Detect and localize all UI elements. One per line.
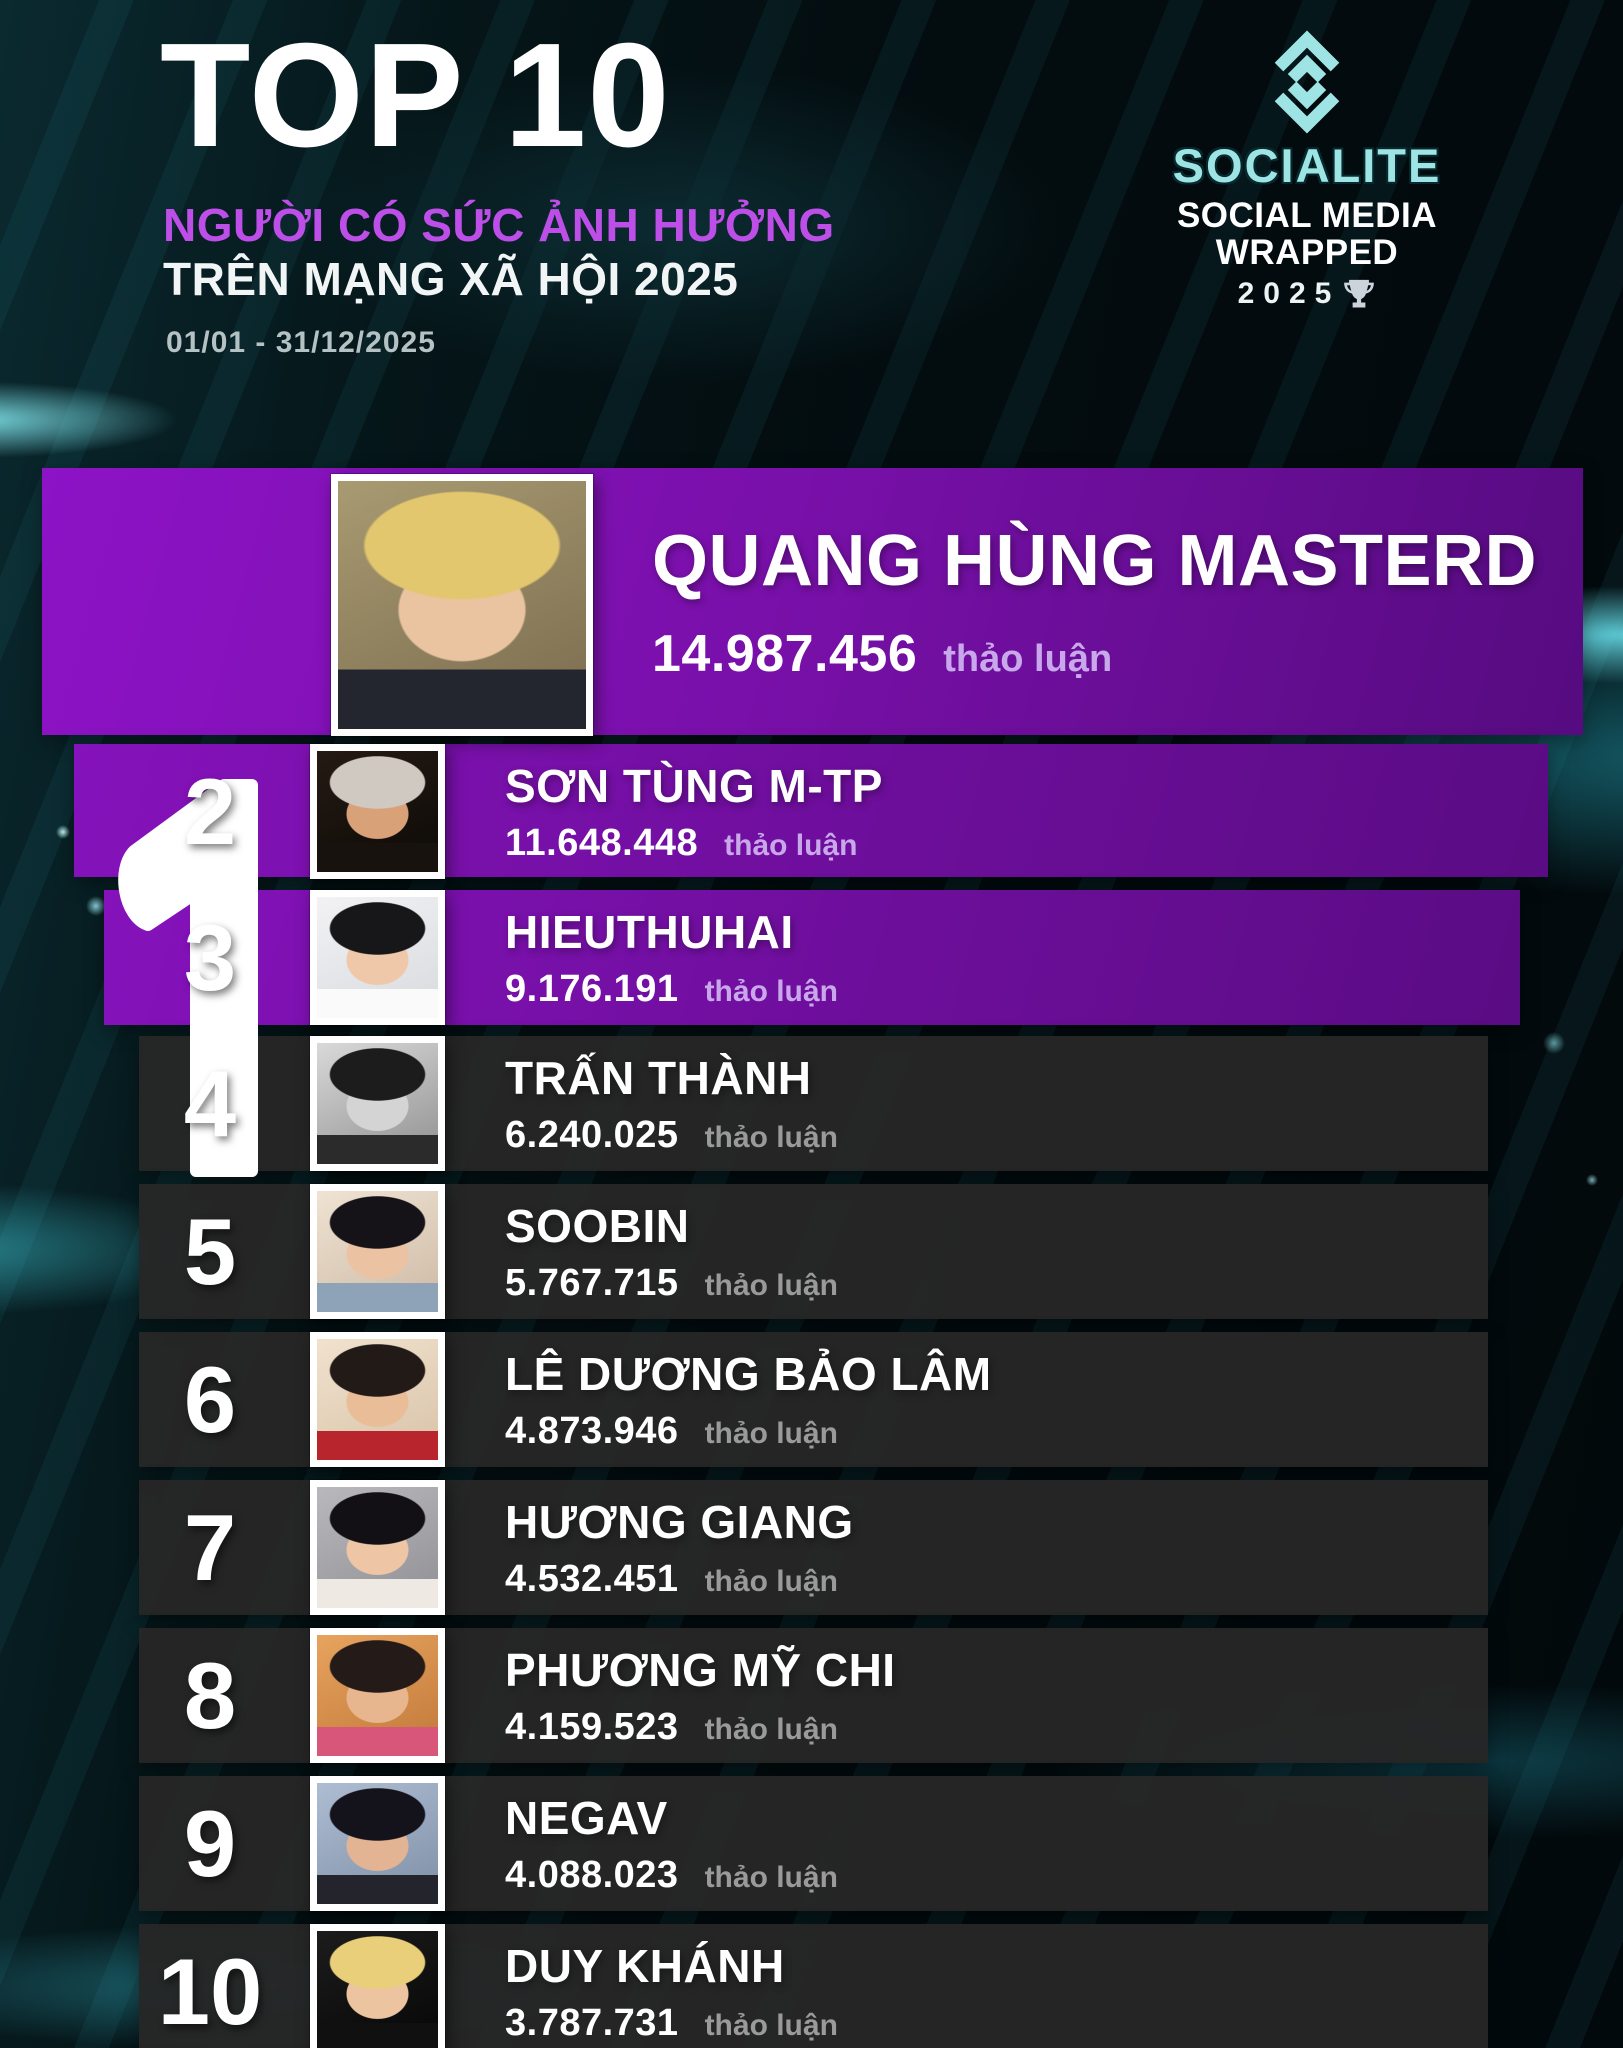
date-range: 01/01 - 31/12/2025 [166, 326, 436, 359]
discussion-stat: 4.088.023 thảo luận [505, 1854, 838, 1897]
discussion-count: 14.987.456 [652, 624, 918, 683]
brand-name: SOCIALITE [1172, 139, 1442, 192]
rank-number: 6 [183, 1346, 237, 1452]
unit-label: thảo luận [704, 974, 838, 1008]
photo-negav [310, 1776, 445, 1911]
celebrity-name: SƠN TÙNG M-TP [505, 759, 883, 812]
discussion-stat: 14.987.456 thảo luận [652, 624, 1537, 684]
celebrity-name: PHƯƠNG MỸ CHI [505, 1643, 896, 1696]
photo-le-duong-bao-lam [310, 1332, 445, 1467]
discussion-count: 4.532.451 [505, 1557, 679, 1600]
celebrity-name: HIEUTHUHAI [505, 905, 794, 958]
unit-label: thảo luận [704, 1268, 838, 1302]
celebrity-name: NEGAV [505, 1791, 668, 1844]
rank-number: 8 [183, 1642, 237, 1748]
photo-quang-hung-masterd [331, 474, 593, 736]
discussion-stat: 9.176.191 thảo luận [505, 968, 838, 1011]
unit-label: thảo luận [704, 1120, 838, 1154]
celebrity-name: QUANG HÙNG MASTERD [652, 520, 1537, 601]
discussion-stat: 5.767.715 thảo luận [505, 1262, 838, 1305]
page-title: TOP 10 [160, 13, 671, 178]
rank-number: 2 [183, 758, 237, 864]
rank-band-1 [42, 468, 1583, 735]
unit-label: thảo luận [704, 1416, 838, 1450]
ranking-entry-1: QUANG HÙNG MASTERD 14.987.456 thảo luận [0, 468, 1623, 1177]
celebrity-name: HƯƠNG GIANG [505, 1495, 854, 1548]
brand-tagline-line1: SOCIAL MEDIA [1176, 196, 1438, 235]
brand-tagline: SOCIAL MEDIA WRAPPED [1166, 197, 1448, 271]
discussion-count: 4.873.946 [505, 1409, 679, 1452]
ranking-entry-4: 4 TRẤN THÀNH 6.240.025 thảo luận [0, 1036, 1623, 1171]
trophy-icon [1344, 280, 1375, 308]
celebrity-name: TRẤN THÀNH [505, 1051, 812, 1104]
ranking-entry-10: 10 DUY KHÁNH 3.787.731 thảo luận [0, 1924, 1623, 2048]
unit-label: thảo luận [943, 637, 1113, 680]
discussion-stat: 4.532.451 thảo luận [505, 1558, 854, 1601]
celebrity-name: DUY KHÁNH [505, 1939, 785, 1992]
celebrity-name: SOOBIN [505, 1199, 690, 1252]
subtitle-highlight: NGƯỜI CÓ SỨC ẢNH HƯỞNG [163, 199, 835, 251]
photo-duy-khanh [310, 1924, 445, 2048]
rank-number: 9 [183, 1790, 237, 1896]
discussion-count: 6.240.025 [505, 1113, 679, 1156]
discussion-count: 11.648.448 [505, 821, 699, 864]
subtitle: TRÊN MẠNG XÃ HỘI 2025 [163, 253, 739, 305]
discussion-stat: 4.873.946 thảo luận [505, 1410, 992, 1453]
ranking-entry-6: 6 LÊ DƯƠNG BẢO LÂM 4.873.946 thảo luận [0, 1332, 1623, 1467]
discussion-stat: 3.787.731 thảo luận [505, 2002, 838, 2045]
unit-label: thảo luận [704, 1860, 838, 1894]
ranking-entry-8: 8 PHƯƠNG MỸ CHI 4.159.523 thảo luận [0, 1628, 1623, 1763]
discussion-count: 4.088.023 [505, 1853, 679, 1896]
rank-number: 3 [183, 904, 237, 1010]
ranking-entry-5: 5 SOOBIN 5.767.715 thảo luận [0, 1184, 1623, 1319]
brand-tagline-line2: WRAPPED [1215, 233, 1399, 273]
photo-phuong-my-chi [310, 1628, 445, 1763]
discussion-stat: 11.648.448 thảo luận [505, 822, 883, 865]
discussion-stat: 6.240.025 thảo luận [505, 1114, 838, 1157]
rank-number: 10 [157, 1938, 263, 2044]
discussion-stat: 4.159.523 thảo luận [505, 1706, 896, 1749]
ranking-entry-3: 3 HIEUTHUHAI 9.176.191 thảo luận [0, 890, 1623, 1025]
discussion-count: 5.767.715 [505, 1261, 679, 1304]
unit-label: thảo luận [704, 2008, 838, 2042]
brand-year: 2025 [1166, 277, 1448, 311]
discussion-count: 9.176.191 [505, 967, 679, 1010]
rank-number: 5 [183, 1198, 237, 1304]
brand-year-text: 2025 [1237, 277, 1341, 311]
unit-label: thảo luận [704, 1712, 838, 1746]
celebrity-name: LÊ DƯƠNG BẢO LÂM [505, 1347, 992, 1400]
photo-soobin [310, 1184, 445, 1319]
discussion-count: 3.787.731 [505, 2001, 679, 2044]
photo-son-tung-m-tp [310, 744, 445, 879]
ranking-entry-7: 7 HƯƠNG GIANG 4.532.451 thảo luận [0, 1480, 1623, 1615]
unit-label: thảo luận [704, 1564, 838, 1598]
rank-number: 4 [183, 1050, 237, 1156]
photo-hieuthuhai [310, 890, 445, 1025]
photo-huong-giang [310, 1480, 445, 1615]
rank-number-1 [118, 779, 258, 1177]
socialite-diamond-icon [1274, 30, 1340, 134]
discussion-count: 4.159.523 [505, 1705, 679, 1748]
rank-number: 7 [183, 1494, 237, 1600]
ranking-entry-9: 9 NEGAV 4.088.023 thảo luận [0, 1776, 1623, 1911]
photo-tran-thanh [310, 1036, 445, 1171]
ranking-entry-2: 2 SƠN TÙNG M-TP 11.648.448 thảo luận [0, 744, 1623, 879]
brand-block: SOCIALITE SOCIAL MEDIA WRAPPED 2025 [1166, 26, 1448, 311]
unit-label: thảo luận [724, 828, 858, 862]
